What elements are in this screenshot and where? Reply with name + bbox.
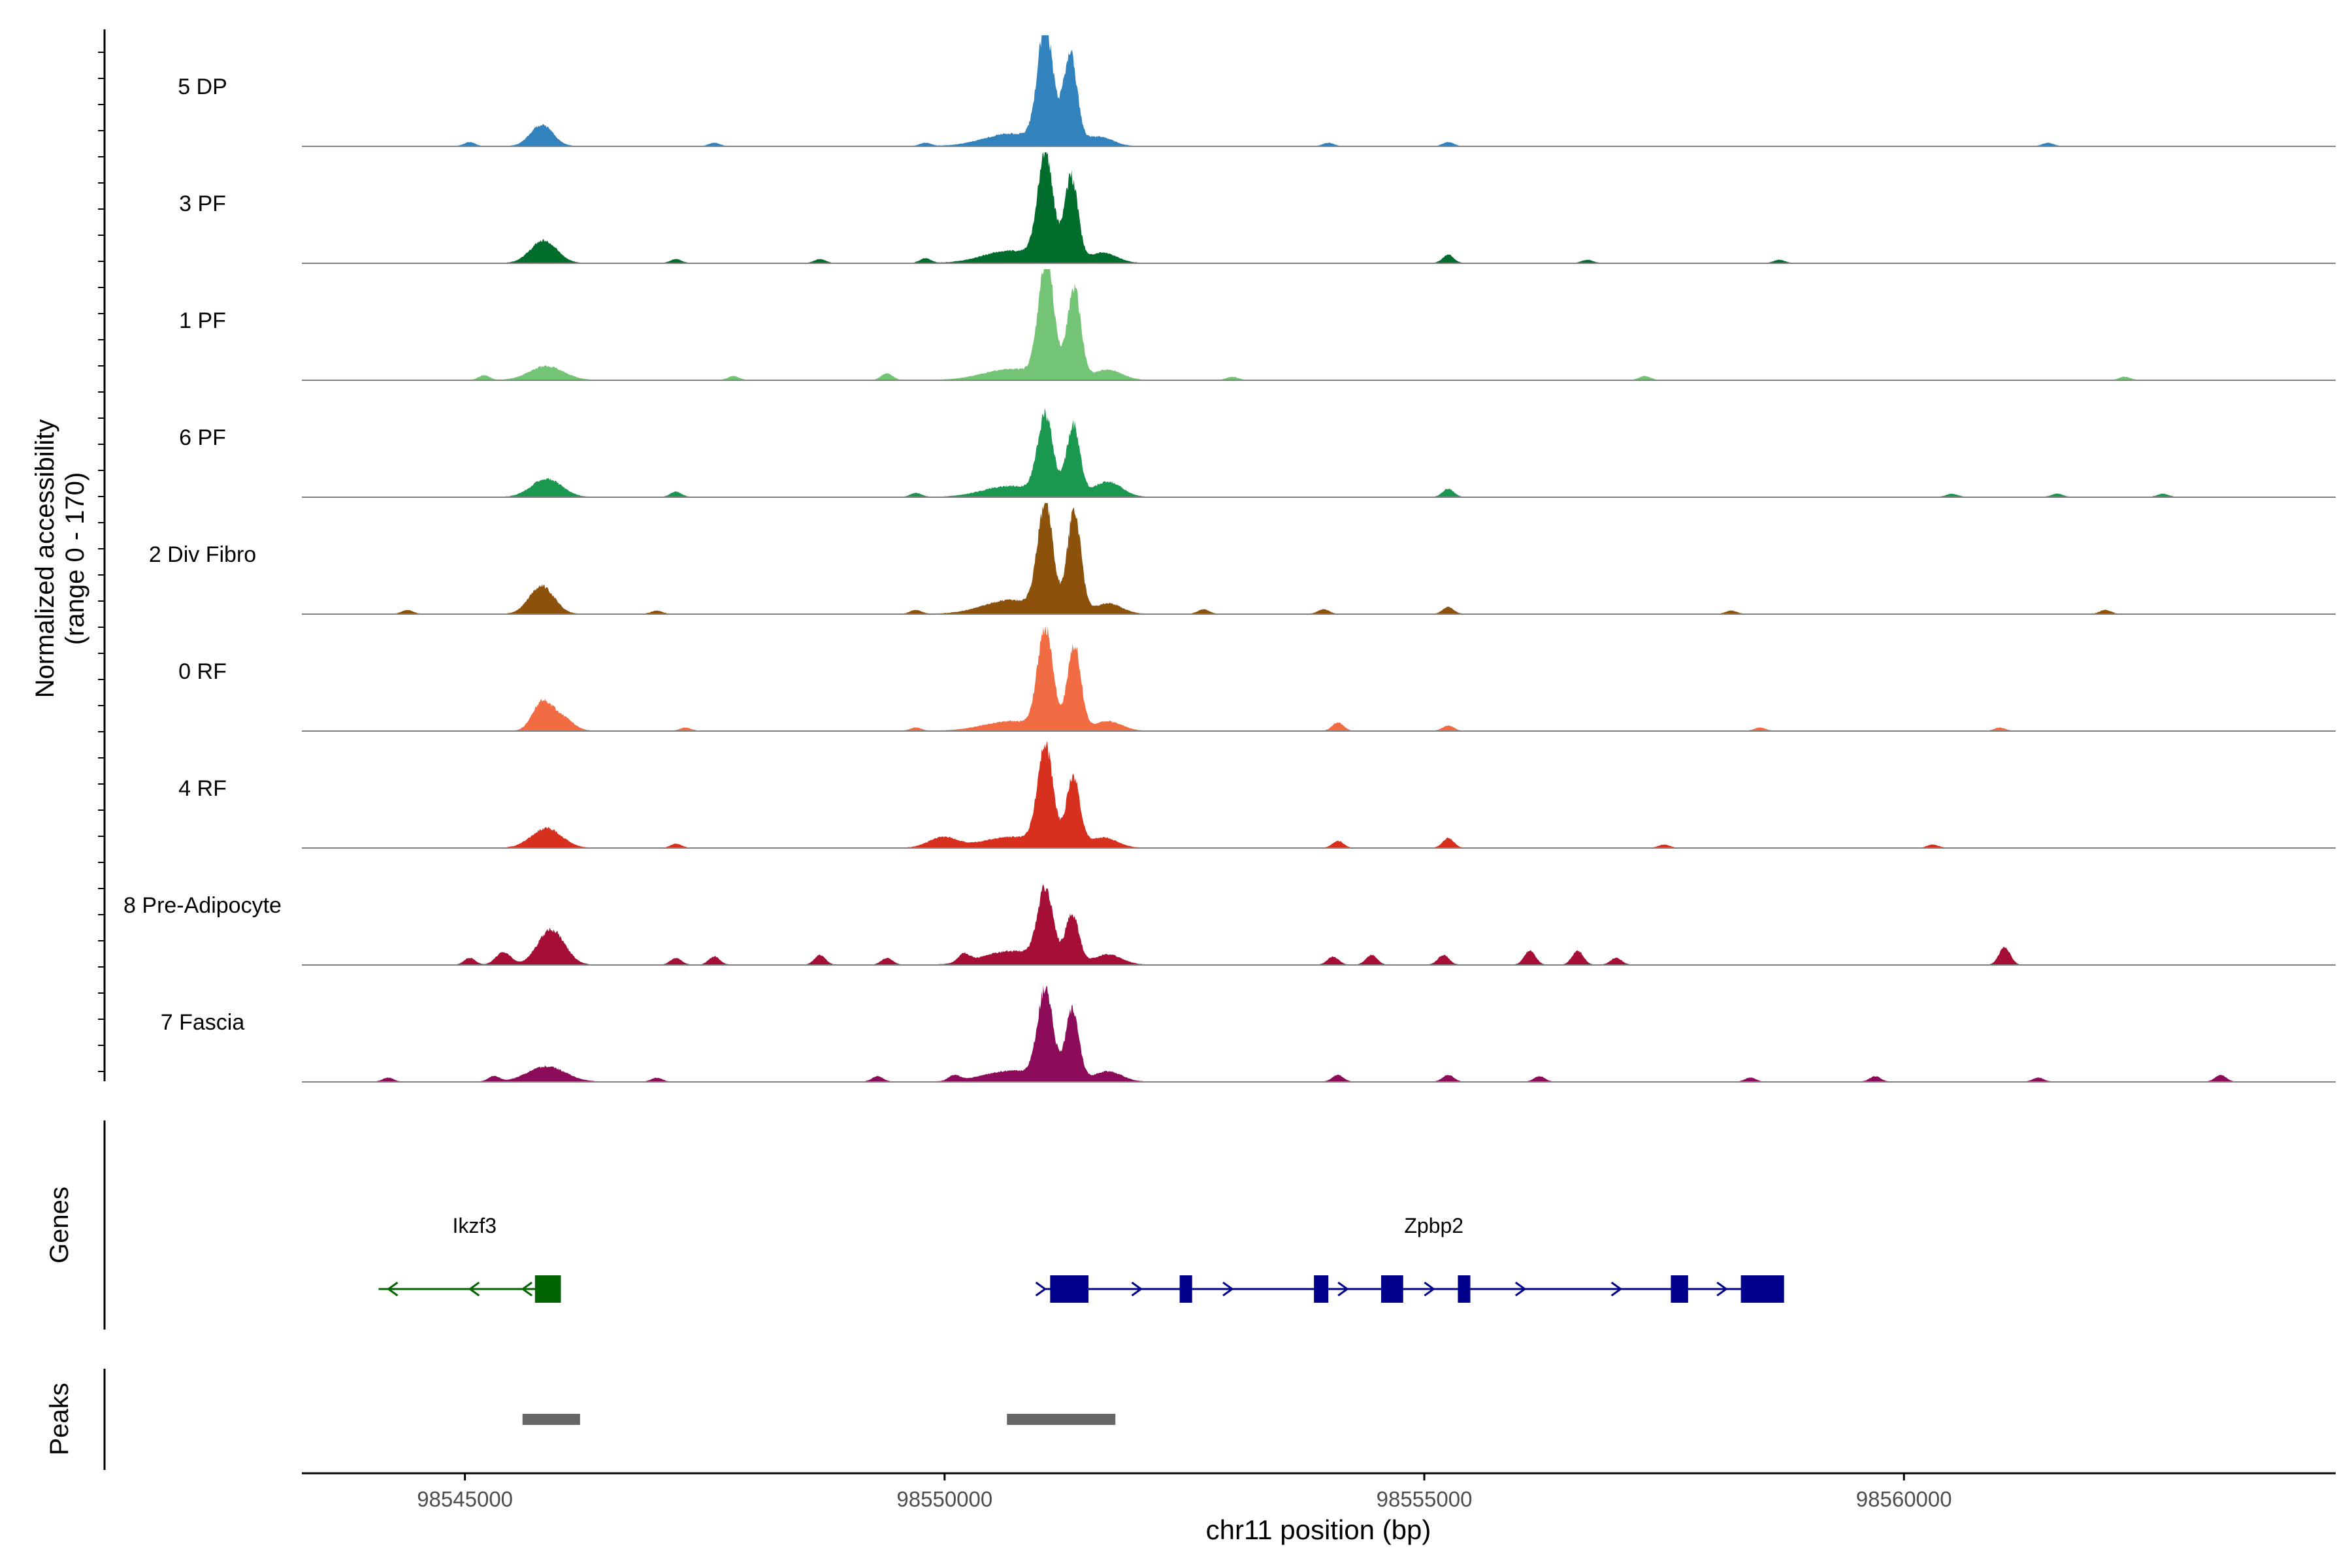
peak-regions	[522, 1414, 1116, 1425]
gene-exon	[534, 1275, 561, 1303]
track-label: 1 PF	[179, 308, 226, 333]
gene-exon	[1179, 1275, 1192, 1303]
track-label: 3 PF	[179, 191, 226, 216]
gene-exon	[1380, 1275, 1403, 1303]
track-0-rf: 0 RF	[178, 626, 2336, 732]
peak-region	[1007, 1414, 1116, 1425]
x-tick-label: 98560000	[1856, 1487, 1952, 1511]
gene-ikzf3: Ikzf3	[378, 1214, 561, 1303]
track-5-dp: 5 DP	[178, 35, 2336, 147]
track-8-pre-adipocyte: 8 Pre-Adipocyte	[123, 884, 2336, 966]
coverage-y-ticks	[98, 52, 105, 1072]
track-label: 5 DP	[178, 74, 227, 99]
strand-arrow	[1514, 1281, 1527, 1297]
strand-arrow	[1716, 1281, 1728, 1297]
track-2-div-fibro: 2 Div Fibro	[149, 503, 2336, 615]
track-6-pf: 6 PF	[179, 408, 2336, 498]
strand-arrow	[1610, 1281, 1623, 1297]
track-7-fascia: 7 Fascia	[161, 985, 2336, 1083]
y-axis-label-line2: (range 0 - 170)	[61, 472, 90, 645]
track-3-pf: 3 PF	[179, 152, 2336, 264]
track-label: 8 Pre-Adipocyte	[123, 893, 282, 918]
track-label: 0 RF	[178, 659, 227, 684]
gene-exon	[1740, 1275, 1784, 1303]
gene-annotations: Ikzf3 Zpbp2	[378, 1214, 1784, 1303]
track-label: 2 Div Fibro	[149, 542, 256, 567]
track-4-rf: 4 RF	[178, 740, 2336, 849]
peak-region	[522, 1414, 580, 1425]
x-tick-label: 98550000	[896, 1487, 992, 1511]
strand-arrow	[1131, 1281, 1143, 1297]
genes-panel-label: Genes	[45, 1186, 74, 1264]
coverage-tracks: 5 DP 3 PF 1 PF 6 PF 2 Div Fibro 0 RF 4 RF 8 Pre…	[123, 35, 2336, 1083]
gene-exon	[1671, 1275, 1688, 1303]
x-axis-label: chr11 position (bp)	[1206, 1514, 1431, 1545]
gene-exon	[1050, 1275, 1089, 1303]
strand-arrow	[386, 1281, 399, 1297]
x-tick-label: 98545000	[417, 1487, 513, 1511]
track-1-pf: 1 PF	[179, 269, 2336, 381]
strand-arrow	[521, 1281, 532, 1297]
strand-arrow	[468, 1281, 480, 1297]
gene-label: Zpbp2	[1404, 1214, 1463, 1237]
strand-arrow	[1035, 1281, 1047, 1297]
track-label: 6 PF	[179, 425, 226, 450]
x-tick-label: 98555000	[1377, 1487, 1473, 1511]
gene-exon	[1314, 1275, 1329, 1303]
x-axis-ticks: 98545000 98550000 98555000 98560000	[417, 1473, 1952, 1511]
track-label: 7 Fascia	[161, 1010, 245, 1035]
y-axis-label-line1: Normalized accessibility	[31, 419, 59, 698]
peaks-panel-label: Peaks	[45, 1382, 74, 1455]
gene-exon	[1458, 1275, 1471, 1303]
gene-label: Ikzf3	[453, 1214, 497, 1237]
track-label: 4 RF	[178, 776, 227, 801]
gene-zpbp2: Zpbp2	[1035, 1214, 1784, 1303]
strand-arrow	[1337, 1281, 1349, 1297]
strand-arrow	[1222, 1281, 1234, 1297]
track-signal	[302, 884, 2336, 965]
strand-arrow	[1424, 1281, 1435, 1297]
